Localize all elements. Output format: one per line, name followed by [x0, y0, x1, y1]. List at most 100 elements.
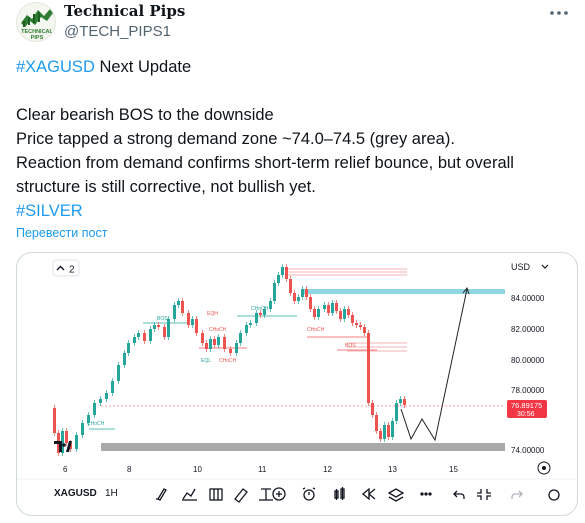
candles-icon[interactable]	[334, 487, 345, 500]
timeframe-label[interactable]: 1H	[105, 488, 118, 499]
symbol-label[interactable]: XAGUSD	[54, 488, 97, 499]
projection-arrow-head	[462, 286, 470, 295]
liquidity-lines	[287, 268, 407, 352]
candle-body	[229, 349, 232, 353]
candle-body	[133, 337, 136, 343]
more-options-button[interactable]	[547, 0, 571, 20]
alarm-icon[interactable]	[302, 487, 316, 501]
candle-body	[239, 333, 242, 343]
current-price-tag: 76.89175 30:56	[507, 400, 547, 418]
candle-body	[281, 267, 284, 275]
candle-body	[367, 333, 370, 403]
candle-body	[277, 275, 280, 283]
redo-icon[interactable]	[511, 490, 523, 499]
demand-zone	[101, 443, 505, 451]
candle-body	[363, 327, 366, 333]
candle-body	[383, 425, 386, 439]
time-tick: 12	[323, 465, 332, 474]
annotation-bos-1: BOS	[157, 316, 168, 322]
bottom-toolbar	[156, 487, 560, 503]
chevron-down-icon	[541, 264, 549, 269]
candle-body	[181, 301, 184, 313]
bar-chart-icon[interactable]	[209, 488, 223, 501]
candle-body	[403, 399, 406, 405]
candle-body	[387, 425, 390, 437]
candle-body	[375, 415, 378, 431]
candle-body	[273, 283, 276, 301]
price-tick: 74.00000	[511, 446, 545, 455]
more-icon[interactable]	[420, 492, 432, 496]
candle-body	[347, 309, 350, 315]
candle-body	[117, 365, 120, 381]
candle-body	[399, 399, 402, 403]
chart-indicator-icon[interactable]	[182, 488, 197, 501]
candle-body	[205, 343, 208, 349]
candle-body	[163, 327, 166, 337]
interval-selector[interactable]: 2	[52, 259, 80, 277]
tweet-line-1: Clear bearish BOS to the downside	[16, 106, 274, 124]
candle-body	[379, 431, 382, 439]
replay-icon[interactable]	[361, 487, 376, 501]
hashtag-xagusd[interactable]: #XAGUSD	[16, 58, 95, 76]
price-axis: 84.00000 82.00000 80.00000 78.00000 74.0…	[511, 294, 545, 455]
collapse-icon[interactable]	[477, 489, 491, 500]
candle-body	[371, 403, 374, 415]
time-tick: 15	[449, 465, 458, 474]
current-price-value: 76.89175	[511, 401, 542, 410]
candle-body	[191, 319, 194, 325]
add-icon[interactable]	[272, 487, 286, 501]
candle-body	[149, 329, 152, 341]
price-tick: 78.00000	[511, 386, 545, 395]
annotation-choch-1: CHoCH	[251, 306, 269, 312]
candle-body	[61, 431, 64, 453]
candle-body	[223, 337, 226, 349]
candle-body	[269, 301, 272, 309]
annotation-choch-3: CHoCH	[219, 358, 237, 364]
chart-settings-button[interactable]	[537, 461, 551, 475]
candle-body	[87, 415, 90, 423]
tradingview-chart: 2 USD BOS EQH	[17, 259, 577, 503]
projection-path	[400, 288, 468, 442]
candle-body	[53, 408, 56, 433]
author-handle[interactable]: @TECH_PIPS1	[64, 23, 171, 40]
candle-body	[355, 323, 358, 325]
layers-icon[interactable]	[387, 488, 405, 502]
annotation-choch-5: CHoCH	[87, 421, 105, 427]
text-tool-icon[interactable]	[259, 488, 273, 501]
brush-icon[interactable]	[156, 488, 167, 501]
candle-body	[195, 319, 198, 333]
settings-icon[interactable]	[548, 489, 560, 501]
structure-lines	[89, 315, 297, 430]
tweet-title-line: #XAGUSD Next Update	[16, 55, 576, 79]
candle-body	[263, 309, 266, 315]
time-tick: 13	[388, 465, 397, 474]
candle-body	[335, 303, 338, 311]
tweet-text: #XAGUSD Next Update Clear bearish BOS to…	[16, 55, 576, 223]
target-zone	[302, 289, 505, 294]
annotation-eql: EQL	[201, 358, 211, 364]
time-tick: 6	[63, 465, 68, 474]
time-tick: 11	[258, 465, 267, 474]
hashtag-silver[interactable]: #SILVER	[16, 202, 83, 220]
more-horizontal-icon	[550, 11, 568, 15]
currency-selector[interactable]: USD	[511, 262, 549, 272]
chart-image[interactable]: 2 USD BOS EQH	[16, 252, 578, 516]
candle-body	[391, 421, 394, 437]
undo-icon[interactable]	[453, 490, 465, 499]
candle-body	[167, 319, 170, 337]
candle-body	[81, 423, 84, 435]
candle-body	[301, 289, 304, 297]
candle-body	[245, 325, 248, 333]
ruler-icon[interactable]	[234, 488, 248, 503]
price-tick: 80.00000	[511, 356, 545, 365]
author-name[interactable]: Technical Pips	[64, 2, 186, 20]
candle-body	[209, 339, 212, 349]
candle-body	[317, 309, 320, 317]
currency-label: USD	[511, 262, 531, 272]
candle-body	[351, 315, 354, 323]
avatar[interactable]: TECHNICAL PIPS	[16, 2, 56, 42]
candle-body	[343, 309, 346, 319]
tweet-line-4: structure is still corrective, not bulli…	[16, 178, 316, 196]
translate-post-link[interactable]: Перевести пост	[16, 226, 108, 240]
candle-body	[105, 393, 108, 399]
